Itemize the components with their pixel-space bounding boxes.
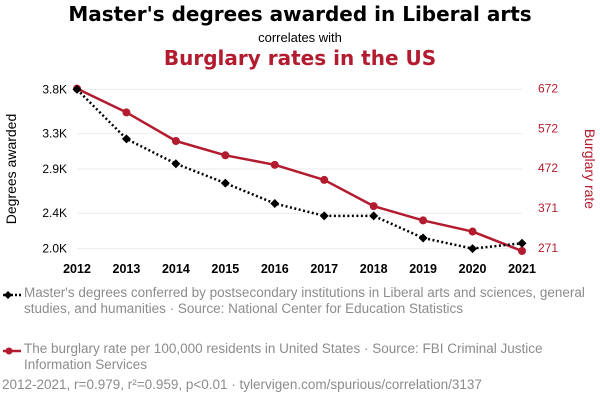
series-1-point [369, 211, 379, 221]
y-right-tick-label: 472 [538, 161, 558, 175]
series-2-point [369, 202, 378, 211]
series-1-point [72, 84, 82, 94]
y-right-tick-label: 371 [538, 201, 558, 215]
series-2-point [221, 151, 230, 160]
series-1-point [171, 159, 181, 169]
series-1-point [121, 134, 131, 144]
legend-text-series-1: Master's degrees conferred by postsecond… [24, 285, 585, 316]
series-2-point [122, 108, 131, 117]
x-tick-label: 2019 [409, 262, 437, 276]
series-2-line [76, 87, 523, 253]
series-2-point [419, 216, 428, 225]
y-right-axis-title: Burglary rate [582, 129, 598, 209]
series-1-point [468, 244, 478, 254]
legend-text-series-2: The burglary rate per 100,000 residents … [24, 341, 543, 372]
series-2-point [468, 227, 477, 236]
chart-subtitle: Burglary rates in the US [163, 46, 437, 70]
series-1-point [517, 238, 527, 248]
x-tick-label: 2020 [459, 262, 487, 276]
legend-marker-series-1 [3, 291, 21, 299]
x-tick-label: 2017 [310, 262, 338, 276]
x-tick-label: 2012 [63, 262, 91, 276]
y-left-axis-title: Degrees awarded [3, 114, 19, 225]
y-right-tick-label: 271 [538, 241, 558, 255]
y-left-tick-label: 3.3K [42, 127, 67, 141]
series-1-point [270, 198, 280, 208]
series-2-point [171, 137, 180, 145]
legend-series-1: Master's degrees conferred by postsecond… [3, 285, 598, 333]
x-tick-label: 2016 [261, 262, 289, 276]
x-tick-label: 2021 [508, 262, 536, 276]
y-left-tick-label: 2.9K [42, 162, 67, 176]
y-left-tick-label: 2.4K [42, 206, 67, 220]
legend-marker-series-2 [3, 347, 21, 355]
series-1-point [220, 178, 230, 188]
chart-connector: correlates with [258, 30, 342, 45]
legend-series-2: The burglary rate per 100,000 residents … [3, 341, 598, 373]
x-tick-label: 2013 [113, 262, 141, 276]
series-2-point [270, 160, 279, 169]
x-tick-label: 2015 [211, 262, 239, 276]
y-right-tick-label: 672 [538, 82, 558, 96]
series-1-line [76, 88, 523, 250]
x-tick-label: 2014 [162, 262, 190, 276]
chart-title: Master's degrees awarded in Liberal arts [68, 2, 532, 26]
series-2-point [518, 247, 526, 256]
x-tick-label: 2018 [360, 262, 388, 276]
series-2-point [320, 175, 329, 184]
y-right-tick-label: 572 [538, 121, 558, 135]
y-left-tick-label: 2.0K [42, 242, 67, 256]
series-1-point [319, 211, 329, 221]
series-1-point [418, 233, 428, 243]
y-left-tick-label: 3.8K [42, 82, 67, 96]
footer-stats: 2012-2021, r=0.979, r²=0.959, p<0.01 · t… [2, 377, 482, 392]
